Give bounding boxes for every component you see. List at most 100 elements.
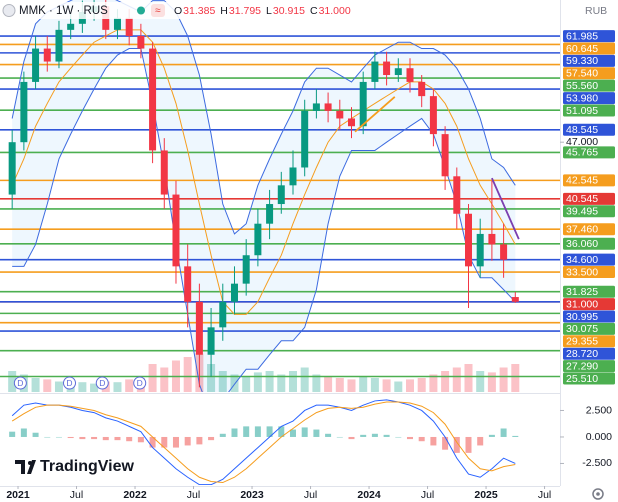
- volume-bar: [277, 374, 286, 392]
- x-tick-label: 2023: [240, 489, 264, 501]
- ohlc-value: 31.000: [319, 5, 351, 17]
- macd-histogram: [32, 432, 39, 437]
- settings-icon[interactable]: [592, 488, 604, 500]
- volume-bar: [207, 364, 216, 392]
- level-label-box: [563, 79, 615, 92]
- macd-histogram: [79, 436, 86, 440]
- x-tick-label: Jul: [70, 489, 83, 501]
- macd-histogram: [266, 426, 273, 437]
- volume-bar: [148, 364, 157, 392]
- ohlc-value: 31.795: [229, 5, 261, 17]
- volume-bar: [359, 376, 368, 392]
- level-label-box: [563, 104, 615, 117]
- volume-bar: [183, 357, 192, 392]
- level-label-box: [563, 223, 615, 236]
- macd-histogram: [102, 436, 109, 441]
- candle-body: [511, 297, 519, 302]
- level-label-box: [563, 310, 615, 323]
- macd-histogram: [278, 426, 285, 437]
- volume-bar: [8, 371, 17, 392]
- volume-bar: [511, 364, 520, 392]
- level-label: 53.980: [566, 92, 598, 104]
- macd-histogram: [231, 428, 238, 437]
- volume-bar: [335, 378, 344, 392]
- ohlc-value: 31.385: [183, 5, 215, 17]
- candle-body: [289, 167, 297, 186]
- dividend-marker[interactable]: [63, 376, 77, 390]
- level-label: 61.985: [566, 30, 598, 42]
- symbol[interactable]: MMK · 1W · RUS: [19, 5, 108, 17]
- alert-icon[interactable]: [151, 4, 165, 17]
- level-label: 42.545: [566, 175, 598, 187]
- level-label-box: [563, 92, 615, 105]
- candle-body: [172, 194, 180, 267]
- macd-histogram: [465, 436, 472, 453]
- volume-bar: [487, 372, 496, 392]
- candle-body: [312, 103, 320, 111]
- macd-histogram: [254, 426, 261, 437]
- dividend-marker[interactable]: [133, 376, 147, 390]
- level-label-box: [563, 360, 615, 373]
- ohlc-key: L: [266, 5, 272, 17]
- volume-bar: [464, 364, 473, 392]
- macd-histogram: [208, 436, 215, 441]
- level-label-box: [563, 30, 615, 43]
- dividend-marker[interactable]: [13, 376, 27, 390]
- level-label: 55.560: [566, 80, 598, 92]
- macd-histogram: [442, 436, 449, 450]
- macd-histogram: [348, 436, 355, 440]
- candle-body: [453, 176, 461, 214]
- macd-histogram: [91, 436, 98, 440]
- macd-histogram: [161, 436, 168, 448]
- candle-body: [371, 61, 379, 82]
- candle-body: [149, 48, 157, 151]
- level-label-box: [563, 237, 615, 250]
- macd-line: [11, 399, 516, 485]
- currency[interactable]: RUB: [585, 5, 607, 17]
- level-label: 27.290: [566, 360, 598, 372]
- macd-histogram: [196, 436, 203, 445]
- candle-body: [113, 17, 121, 30]
- level-label: 30.075: [566, 323, 598, 335]
- candle-body: [125, 17, 133, 36]
- candle-body: [43, 48, 51, 62]
- level-label-box: [563, 253, 615, 266]
- macd-histogram: [512, 435, 519, 437]
- macd-y-tick-label: 0.000: [586, 431, 612, 443]
- dividend-marker[interactable]: [95, 376, 109, 390]
- level-label: 33.500: [566, 266, 598, 278]
- level-label-box: [563, 322, 615, 335]
- level-label-box: [563, 146, 615, 159]
- candle-body: [359, 81, 367, 127]
- volume-bar: [300, 367, 309, 392]
- macd-histogram: [67, 436, 74, 439]
- macd-histogram: [383, 434, 390, 437]
- level-label-box: [563, 266, 615, 279]
- candle-body: [324, 103, 332, 111]
- candle-body: [277, 185, 285, 205]
- ohlc-key: C: [310, 5, 318, 17]
- symbol-icon: [2, 4, 16, 17]
- axes: 47.000 61.98560.64559.33057.54055.56053.9…: [6, 30, 615, 501]
- macd-histogram: [114, 436, 121, 441]
- candle-body: [383, 61, 391, 76]
- candle-body: [32, 48, 40, 82]
- market-status: [137, 6, 145, 15]
- candle-body: [67, 23, 75, 30]
- band-fill: [12, 0, 516, 392]
- ohlc-key: O: [174, 5, 182, 17]
- x-tick-label: 2022: [123, 489, 147, 501]
- macd-histogram: [430, 436, 437, 446]
- candle-body: [8, 142, 16, 195]
- macd-histogram: [184, 436, 191, 446]
- volume-bar: [312, 374, 321, 392]
- x-tick-label: Jul: [304, 489, 317, 501]
- volume-bar: [242, 376, 251, 392]
- macd-histogram: [313, 429, 320, 437]
- macd-histogram: [126, 436, 133, 442]
- volume-bar: [394, 381, 403, 392]
- volume-bar: [441, 371, 450, 392]
- candle-body: [418, 81, 426, 97]
- volume-bar: [54, 381, 63, 392]
- level-label: 51.095: [566, 105, 598, 117]
